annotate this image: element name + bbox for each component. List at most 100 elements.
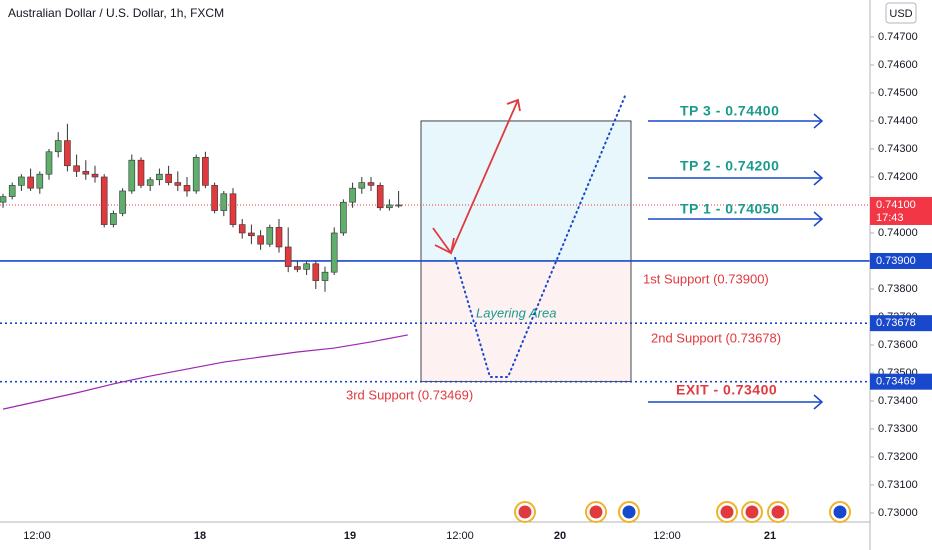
candle-body [303, 263, 310, 270]
event-flag[interactable] [771, 505, 785, 519]
chart-title: Australian Dollar / U.S. Dollar, 1h, FXC… [8, 6, 224, 20]
candle-body [8, 185, 16, 197]
x-tick-label: 12:00 [653, 530, 681, 542]
y-tick-label: 0.73400 [878, 395, 918, 407]
event-flag[interactable] [720, 505, 734, 519]
candle-body [257, 235, 264, 245]
y-tick-label: 0.73200 [878, 451, 918, 463]
y-tick-label: 0.74200 [878, 171, 918, 183]
event-flag[interactable] [833, 505, 847, 519]
x-tick-label: 12:00 [23, 530, 51, 542]
candle-body [238, 224, 246, 234]
candle-body [202, 157, 209, 186]
path-arrow-head [506, 98, 521, 112]
y-tick-label: 0.74400 [878, 115, 918, 127]
candle-body [321, 271, 329, 281]
level-label: 0.73469 [876, 376, 916, 388]
y-tick-label: 0.73800 [878, 283, 918, 295]
event-flag[interactable] [745, 505, 759, 519]
candle-body [91, 173, 99, 178]
candle-body [358, 182, 366, 189]
candle-body [220, 193, 228, 211]
candle-body [54, 140, 62, 153]
candle-body [266, 227, 274, 245]
candle-body [248, 232, 255, 237]
candle-body [0, 196, 7, 203]
event-flag[interactable] [622, 505, 636, 519]
candle-body [386, 204, 393, 209]
candle-body [100, 176, 108, 225]
candle-body [128, 159, 136, 192]
candle-body [27, 176, 34, 189]
annotation: EXIT - 0.73400 [676, 382, 777, 398]
level-label: 0.73900 [876, 255, 916, 267]
x-tick-label: 18 [194, 530, 206, 542]
candle-body [192, 157, 200, 192]
zone [420, 260, 632, 383]
target-arrow-head [813, 113, 824, 129]
candle-body [211, 185, 218, 211]
candle-body [330, 232, 338, 273]
y-tick-label: 0.73100 [878, 479, 918, 491]
candle-body [165, 173, 172, 183]
current-price-box [870, 196, 932, 225]
candle-body [229, 193, 237, 225]
target-arrow-head [813, 170, 824, 186]
candle-body [137, 159, 145, 186]
candle-body [183, 185, 191, 192]
annotation: 2nd Support (0.73678) [651, 330, 781, 345]
level-label: 0.73678 [876, 317, 916, 329]
event-flag[interactable] [518, 505, 532, 519]
candle-body [36, 173, 44, 189]
target-arrow-head [813, 211, 824, 227]
candle-body [284, 246, 292, 267]
candle-body [376, 185, 384, 209]
annotation: TP 1 - 0.74050 [680, 201, 779, 217]
path-arrow-head [434, 237, 455, 255]
x-tick-label: 21 [764, 530, 776, 542]
target-arrow-head [813, 394, 824, 410]
candle-body [45, 151, 53, 175]
candle-body [156, 173, 163, 181]
path-arrow [454, 95, 626, 378]
candle-body [82, 171, 90, 175]
candle-body [119, 190, 126, 214]
y-tick-label: 0.73600 [878, 339, 918, 351]
candle-body [174, 182, 182, 186]
y-tick-label: 0.74300 [878, 143, 918, 155]
candle-body [110, 213, 117, 225]
annotation: TP 2 - 0.74200 [680, 158, 779, 174]
candle-body [340, 201, 347, 234]
x-tick-label: 20 [554, 530, 566, 542]
y-tick-label: 0.74600 [878, 59, 918, 71]
y-tick-label: 0.74500 [878, 87, 918, 99]
plot-area: TP 3 - 0.74400 TP 2 - 0.74200 TP 1 - 0.740… [0, 95, 870, 410]
candle-body [312, 263, 320, 281]
candle-body [64, 140, 71, 167]
candle-body [73, 165, 80, 172]
level-label-box [870, 373, 932, 390]
y-tick-label: 0.74000 [878, 227, 918, 239]
annotation: 1st Support (0.73900) [643, 271, 769, 286]
candle-body [275, 227, 283, 248]
event-flag[interactable] [589, 505, 603, 519]
candle-body [294, 266, 301, 270]
candle-body [146, 179, 154, 186]
x-tick-label: 12:00 [446, 530, 474, 542]
x-tick-label: 19 [344, 530, 356, 542]
zone [420, 120, 632, 262]
candle-body [18, 176, 25, 186]
currency[interactable]: USD [889, 8, 912, 20]
countdown: 17:43 [876, 212, 904, 224]
y-tick-label: 0.73000 [878, 507, 918, 519]
current-price-label: 0.74100 [876, 199, 916, 211]
annotation: 3rd Support (0.73469) [346, 387, 473, 402]
annotation: TP 3 - 0.74400 [680, 103, 779, 119]
moving-average [2, 334, 408, 410]
y-tick-label: 0.74700 [878, 31, 918, 43]
candle-body [367, 182, 375, 186]
currency-box[interactable] [885, 2, 917, 24]
level-label-box [870, 252, 932, 269]
y-tick-label: 0.73300 [878, 423, 918, 435]
